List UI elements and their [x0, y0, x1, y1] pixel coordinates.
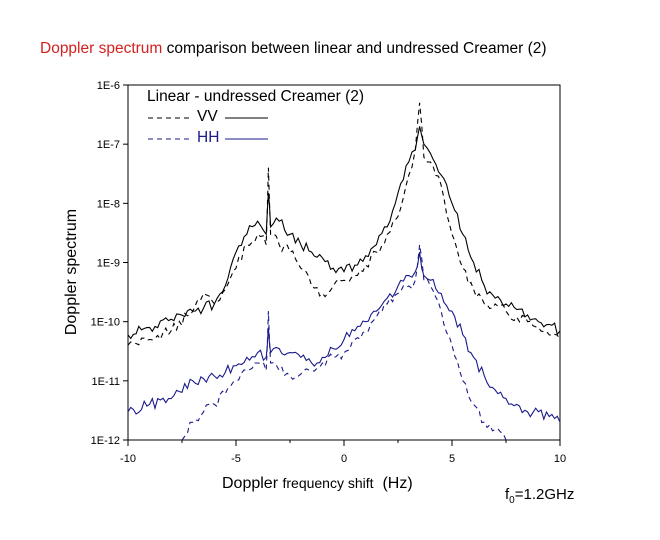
x-axis-label-part1: Doppler [222, 475, 279, 492]
x-axis-label: Doppler frequency shift (Hz) [222, 475, 413, 493]
y-tick-label: 1E-8 [97, 198, 120, 210]
series-line-hh-linear [181, 244, 507, 441]
y-axis-label: Doppler spectrum [63, 208, 80, 336]
legend-title: Linear - undressed Creamer (2) [147, 88, 365, 105]
freq-sub: 0 [509, 495, 515, 506]
y-tick-label: 1E-11 [91, 376, 120, 388]
y-tick-label: 1E-7 [97, 139, 120, 151]
freq-suffix: =1.2GHz [514, 486, 575, 503]
chart-title-rest: comparison between linear and undressed … [166, 40, 547, 57]
legend-label-vv: VV [197, 108, 218, 125]
x-axis-label-part3: (Hz) [382, 475, 413, 492]
legend-label-hh: HH [197, 129, 220, 146]
series-line-vv-linear [127, 102, 561, 346]
y-tick-label: 1E-6 [97, 80, 120, 92]
chart-title-highlight: Doppler spectrum [40, 40, 163, 57]
y-tick-label: 1E-10 [91, 317, 120, 329]
freq-prefix: f [505, 486, 510, 503]
series-line-hh-creamer-2- [127, 252, 561, 423]
chart-title: Doppler spectrum comparison between line… [40, 40, 547, 58]
plot-frame [127, 84, 561, 441]
x-tick-label: 0 [341, 453, 347, 465]
frequency-annotation: f0=1.2GHz [505, 486, 574, 506]
series-line-vv-creamer-2- [127, 126, 561, 340]
x-axis-label-part2: frequency shift [282, 475, 374, 491]
y-tick-label: 1E-12 [91, 435, 120, 447]
x-tick-label: -5 [231, 453, 241, 465]
x-tick-label: 10 [554, 453, 566, 465]
x-tick-label: -10 [120, 453, 136, 465]
x-tick-label: 5 [449, 453, 455, 465]
y-tick-label: 1E-9 [97, 258, 120, 270]
